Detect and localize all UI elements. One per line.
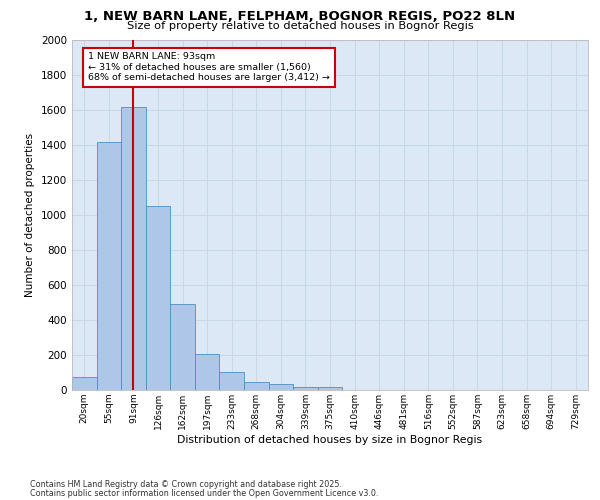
Text: Contains HM Land Registry data © Crown copyright and database right 2025.: Contains HM Land Registry data © Crown c…: [30, 480, 342, 489]
Text: 1 NEW BARN LANE: 93sqm
← 31% of detached houses are smaller (1,560)
68% of semi-: 1 NEW BARN LANE: 93sqm ← 31% of detached…: [88, 52, 330, 82]
Bar: [97, 142, 121, 390]
Bar: [170, 304, 195, 390]
X-axis label: Distribution of detached houses by size in Bognor Regis: Distribution of detached houses by size …: [178, 434, 482, 444]
Y-axis label: Number of detached properties: Number of detached properties: [25, 133, 35, 297]
Bar: [318, 387, 342, 390]
Text: Size of property relative to detached houses in Bognor Regis: Size of property relative to detached ho…: [127, 21, 473, 31]
Text: 1, NEW BARN LANE, FELPHAM, BOGNOR REGIS, PO22 8LN: 1, NEW BARN LANE, FELPHAM, BOGNOR REGIS,…: [85, 10, 515, 23]
Bar: [121, 106, 146, 390]
Bar: [195, 354, 220, 390]
Text: Contains public sector information licensed under the Open Government Licence v3: Contains public sector information licen…: [30, 488, 379, 498]
Bar: [293, 386, 318, 390]
Bar: [146, 206, 170, 390]
Bar: [269, 384, 293, 390]
Bar: [72, 377, 97, 390]
Bar: [244, 382, 269, 390]
Bar: [220, 372, 244, 390]
